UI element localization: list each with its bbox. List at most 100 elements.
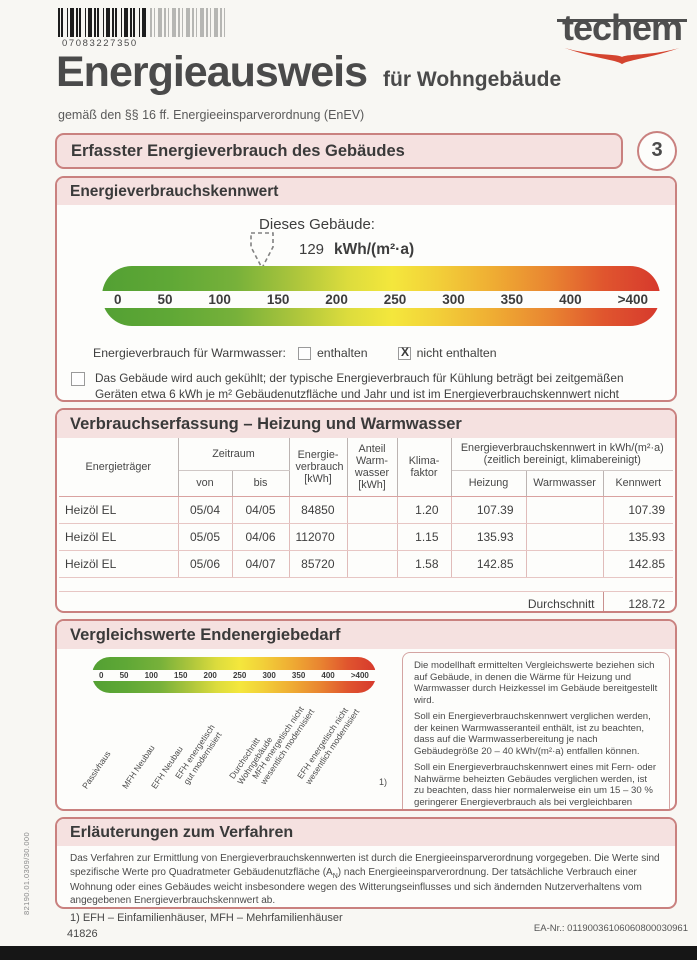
building-value-marker-icon bbox=[250, 232, 274, 270]
tick-50: 50 bbox=[119, 671, 129, 680]
col-kennwert-group: Energieverbrauchskennwert in kWh/(m²·a) … bbox=[451, 438, 674, 471]
cell-kennwert: 142.85 bbox=[603, 550, 674, 578]
tick-250: 250 bbox=[383, 292, 407, 307]
cell-klimafaktor: 1.15 bbox=[397, 523, 452, 551]
table-row-empty bbox=[59, 577, 674, 592]
warmwasser-row: Energieverbrauch für Warmwasser: enthalt… bbox=[93, 344, 497, 361]
energy-scale-ticks: 0 50 100 150 200 250 300 350 400 >400 bbox=[102, 291, 660, 308]
warmwasser-label: Energieverbrauch für Warmwasser: bbox=[93, 346, 286, 360]
tick-gt400: >400 bbox=[617, 292, 648, 307]
tick-300: 300 bbox=[262, 671, 276, 680]
col-energieverbrauch: Energie- verbrauch [kWh] bbox=[289, 438, 348, 497]
barcode-number: 07083227350 bbox=[62, 38, 138, 49]
vergleich-paragraph-1: Die modellhaft ermittelten Vergleichswer… bbox=[414, 660, 658, 706]
cell-anteil bbox=[347, 550, 398, 578]
techem-swoosh-icon bbox=[564, 47, 680, 65]
cell-traeger: Heizöl EL bbox=[59, 550, 179, 578]
checkbox-x-mark: X bbox=[401, 344, 410, 359]
cell-traeger: Heizöl EL bbox=[59, 523, 179, 551]
tick-150: 150 bbox=[174, 671, 188, 680]
vergleich-panel-title: Vergleichswerte Endenergiebedarf bbox=[57, 621, 675, 649]
vergleich-label-passivhaus: Passivhaus bbox=[80, 748, 113, 791]
tick-250: 250 bbox=[232, 671, 247, 680]
cell-bis: 04/05 bbox=[232, 496, 290, 524]
print-code-vertical: 82190.01.0309/30.000 bbox=[22, 831, 31, 915]
verbrauch-table: Energieträger Zeitraum Energie- verbrauc… bbox=[59, 438, 674, 611]
cell-warmwasser bbox=[526, 550, 604, 578]
col-warmwasser: Warmwasser bbox=[526, 470, 604, 497]
nicht-enthalten-label: nicht enthalten bbox=[416, 346, 497, 360]
table-row: Heizöl EL 05/06 04/07 85720 1.58 142.85 … bbox=[59, 550, 674, 578]
tick-350: 350 bbox=[500, 292, 524, 307]
tick-50: 50 bbox=[157, 292, 173, 307]
verbrauch-panel: Verbrauchserfassung – Heizung und Warmwa… bbox=[55, 408, 677, 613]
document-number: 41826 bbox=[67, 928, 98, 940]
kennwert-group-line2: (zeitlich bereinigt, klimabereinigt) bbox=[483, 453, 641, 466]
cell-heizung: 142.85 bbox=[451, 550, 527, 578]
tick-200: 200 bbox=[325, 292, 348, 307]
tick-100: 100 bbox=[144, 671, 158, 680]
footnote-text: 1) EFH – Einfamilienhäuser, MFH – Mehrfa… bbox=[70, 912, 343, 924]
cell-warmwasser bbox=[526, 523, 604, 551]
checkbox-enthalten[interactable] bbox=[297, 346, 311, 360]
erlaeuterung-text: Das Verfahren zur Ermittlung von Energie… bbox=[57, 846, 675, 907]
tick-gt400: >400 bbox=[350, 671, 369, 680]
techem-logo-text: techem bbox=[556, 10, 688, 46]
tick-150: 150 bbox=[266, 292, 290, 307]
cell-von: 05/04 bbox=[178, 496, 233, 524]
cell-kennwert: 107.39 bbox=[603, 496, 674, 524]
building-value-row: 129 kWh/(m²·a) bbox=[299, 241, 414, 259]
building-unit: kWh/(m²·a) bbox=[334, 241, 415, 258]
vergleich-scale-ticks: 0 50 100 150 200 250 300 350 400 >400 bbox=[92, 670, 376, 681]
cell-heizung: 135.93 bbox=[451, 523, 527, 551]
cell-bis: 04/06 bbox=[232, 523, 290, 551]
footnote-marker: 1) bbox=[379, 777, 388, 787]
techem-logo: techem bbox=[556, 10, 688, 65]
document-title-row: Energieausweis für Wohngebäude bbox=[56, 48, 561, 97]
durchschnitt-label: Durchschnitt bbox=[527, 596, 595, 611]
erlaeuterung-text-sub: N bbox=[332, 872, 338, 880]
energy-scale-bar: 0 50 100 150 200 250 300 350 400 >400 bbox=[102, 266, 660, 326]
table-row: Heizöl EL 05/04 04/05 84850 1.20 107.39 … bbox=[59, 496, 674, 524]
col-bis: bis bbox=[232, 470, 290, 497]
tick-300: 300 bbox=[442, 292, 465, 307]
cell-warmwasser bbox=[526, 496, 604, 524]
cell-bis: 04/07 bbox=[232, 550, 290, 578]
building-value: 129 bbox=[299, 241, 325, 258]
tick-200: 200 bbox=[203, 671, 217, 680]
erlaeuterung-text-part2: ) nach Energieeinsparverordnung. Der tat… bbox=[70, 866, 642, 907]
checkbox-nicht-enthalten[interactable]: X bbox=[397, 344, 411, 360]
col-von: von bbox=[178, 470, 233, 497]
cooling-text: Das Gebäude wird auch gekühlt; der typis… bbox=[95, 371, 624, 401]
col-klimafaktor: Klima- faktor bbox=[397, 438, 452, 497]
tick-350: 350 bbox=[291, 671, 306, 680]
tick-0: 0 bbox=[99, 671, 104, 680]
checkbox-cooling[interactable] bbox=[71, 372, 85, 386]
cell-klimafaktor: 1.58 bbox=[397, 550, 452, 578]
vergleich-scale-bar: 0 50 100 150 200 250 300 350 400 >400 bbox=[92, 657, 376, 693]
cell-kennwert: 135.93 bbox=[603, 523, 674, 551]
kennwert-panel: Energieverbrauchskennwert Dieses Gebäude… bbox=[55, 176, 677, 402]
kennwert-group-line1: Energieverbrauchskennwert in kWh/(m²·a) bbox=[460, 441, 664, 454]
erlaeuterung-text-part1: Das Verfahren zur Ermittlung von Energie… bbox=[70, 853, 660, 878]
cell-von: 05/06 bbox=[178, 550, 233, 578]
cell-anteil bbox=[347, 523, 398, 551]
vergleich-text-box: Die modellhaft ermittelten Vergleichswer… bbox=[402, 652, 670, 809]
document-subtitle: gemäß den §§ 16 ff. Energieeinsparverord… bbox=[58, 108, 365, 122]
cell-traeger: Heizöl EL bbox=[59, 496, 179, 524]
erlaeuterung-panel: Erläuterungen zum Verfahren Das Verfahre… bbox=[55, 817, 677, 909]
section-header-bar: Erfasster Energieverbrauch des Gebäudes bbox=[55, 133, 623, 169]
scan-edge-bar bbox=[0, 946, 697, 960]
col-kennwert: Kennwert bbox=[603, 470, 674, 497]
cell-verbrauch: 85720 bbox=[289, 550, 348, 578]
vergleich-paragraph-2: Soll ein Energieverbrauchskennwert vergl… bbox=[414, 711, 651, 757]
cell-von: 05/05 bbox=[178, 523, 233, 551]
col-zeitraum: Zeitraum bbox=[178, 438, 290, 471]
barcode-ghost bbox=[150, 8, 226, 37]
cell-anteil bbox=[347, 496, 398, 524]
cell-verbrauch: 112070 bbox=[289, 523, 348, 551]
cell-verbrauch: 84850 bbox=[289, 496, 348, 524]
document-title: Energieausweis bbox=[56, 48, 368, 96]
vergleich-paragraph-3: Soll ein Energieverbrauchskennwert eines… bbox=[414, 762, 657, 809]
col-anteil-warmwasser: Anteil Warm- wasser [kWh] bbox=[347, 438, 398, 497]
